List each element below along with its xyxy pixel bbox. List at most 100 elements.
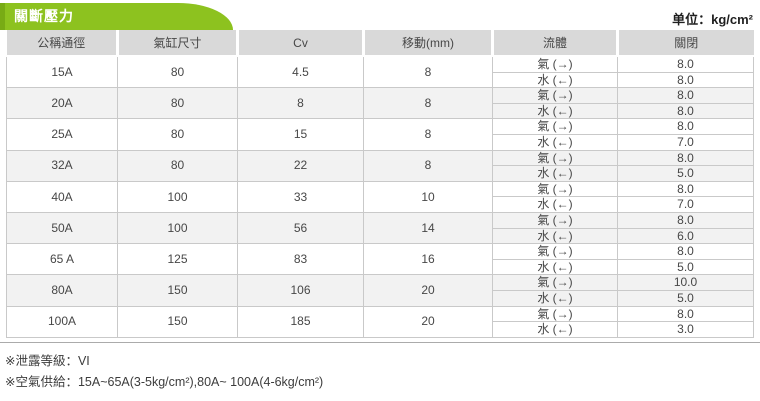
column-header-cylinder-size: 氣缸尺寸: [116, 30, 238, 57]
nominal-diameter-cell: 80A: [6, 274, 118, 307]
close-gas-cell: 8.0: [617, 149, 754, 167]
table-subrow: 水 (←) 8.0: [7, 71, 754, 89]
fluid-water-cell: 水 (←): [492, 289, 618, 307]
close-water-cell: 5.0: [617, 165, 754, 182]
column-header-nominal-diameter: 公稱通徑: [6, 30, 118, 57]
table-subrow: 水 (←) 7.0: [7, 196, 754, 213]
column-header-cv: Cv: [236, 30, 364, 57]
fluid-water-cell: 水 (←): [492, 196, 618, 213]
footnote-air-supply: ※空氣供給：15A~65A(3-5kg/cm²),80A~ 100A(4-6kg…: [5, 375, 324, 389]
nominal-diameter-cell: 50A: [6, 211, 118, 245]
close-water-cell: 7.0: [617, 133, 754, 151]
close-water-cell: 5.0: [617, 289, 754, 307]
cylinder-size-cell: 150: [117, 274, 238, 307]
table-header: 公稱通徑 氣缸尺寸 Cv 移動(mm) 流體 關閉: [6, 30, 754, 57]
table-subrow: 水 (←) 6.0: [7, 227, 754, 245]
cylinder-size-cell: 80: [117, 55, 238, 89]
fluid-water-cell: 水 (←): [492, 321, 618, 338]
fluid-gas-cell: 氣 (→): [492, 87, 618, 104]
column-header-travel: 移動(mm): [362, 30, 493, 57]
close-gas-cell: 8.0: [617, 305, 754, 323]
cv-cell: 83: [237, 243, 364, 276]
fluid-water-cell: 水 (←): [492, 71, 618, 89]
table-row: 32A 80 22 8 氣 (→) 8.0: [6, 149, 754, 182]
close-gas-cell: 8.0: [617, 180, 754, 198]
travel-cell: 8: [363, 55, 493, 89]
close-gas-cell: 8.0: [617, 211, 754, 229]
cylinder-size-cell: 80: [117, 149, 238, 182]
table-row: 50A 100 56 14 氣 (→) 8.0: [6, 211, 754, 245]
table-row: 20A 80 8 8 氣 (→) 8.0: [6, 87, 754, 120]
fluid-gas-cell: 氣 (→): [492, 180, 618, 198]
close-gas-cell: 10.0: [617, 274, 754, 291]
close-water-cell: 8.0: [617, 71, 754, 89]
travel-cell: 8: [363, 87, 493, 120]
fluid-gas-cell: 氣 (→): [492, 55, 618, 73]
fluid-water-cell: 水 (←): [492, 102, 618, 120]
table-row: 65 A 125 83 16 氣 (→) 8.0: [6, 243, 754, 276]
footnote-leakage-class: ※泄露等級：VI: [5, 354, 90, 368]
close-water-cell: 8.0: [617, 102, 754, 120]
table-row: 40A 100 33 10 氣 (→) 8.0: [6, 180, 754, 213]
unit-label: 单位：kg/cm²: [672, 12, 753, 27]
fluid-gas-cell: 氣 (→): [492, 149, 618, 167]
section-title: 關斷壓力: [14, 8, 74, 24]
cylinder-size-cell: 100: [117, 180, 238, 213]
fluid-water-cell: 水 (←): [492, 133, 618, 151]
table-row: 100A 150 185 20 氣 (→) 8.0: [6, 305, 754, 338]
cylinder-size-cell: 100: [117, 211, 238, 245]
travel-cell: 10: [363, 180, 493, 213]
nominal-diameter-cell: 15A: [6, 55, 118, 89]
column-header-close: 關閉: [616, 30, 754, 57]
fluid-gas-cell: 氣 (→): [492, 118, 618, 135]
fluid-gas-cell: 氣 (→): [492, 274, 618, 291]
travel-cell: 20: [363, 274, 493, 307]
fluid-water-cell: 水 (←): [492, 165, 618, 182]
travel-cell: 16: [363, 243, 493, 276]
nominal-diameter-cell: 100A: [6, 305, 118, 338]
cv-cell: 106: [237, 274, 364, 307]
table-subrow: 水 (←) 5.0: [7, 258, 754, 276]
cv-cell: 4.5: [237, 55, 364, 89]
cylinder-size-cell: 80: [117, 87, 238, 120]
table-body: 15A 80 4.5 8 氣 (→) 8.0 水 (←) 8.0 20A 80 8 8 氣 (→) 8.0…: [6, 55, 754, 338]
cylinder-size-cell: 80: [117, 118, 238, 151]
fluid-gas-cell: 氣 (→): [492, 243, 618, 260]
close-gas-cell: 8.0: [617, 87, 754, 104]
cv-cell: 22: [237, 149, 364, 182]
fluid-gas-cell: 氣 (→): [492, 211, 618, 229]
table-subrow: 水 (←) 8.0: [7, 102, 754, 120]
nominal-diameter-cell: 20A: [6, 87, 118, 120]
table-row: 25A 80 15 8 氣 (→) 8.0: [6, 118, 754, 151]
table-header-row: 公稱通徑 氣缸尺寸 Cv 移動(mm) 流體 關閉: [6, 30, 754, 57]
travel-cell: 20: [363, 305, 493, 338]
footnotes: ※泄露等級：VI ※空氣供給：15A~65A(3-5kg/cm²),80A~ 1…: [5, 351, 323, 393]
nominal-diameter-cell: 32A: [6, 149, 118, 182]
cylinder-size-cell: 125: [117, 243, 238, 276]
cv-cell: 33: [237, 180, 364, 213]
table-bottom-rule: [0, 342, 760, 343]
close-gas-cell: 8.0: [617, 118, 754, 135]
column-header-fluid: 流體: [491, 30, 618, 57]
nominal-diameter-cell: 25A: [6, 118, 118, 151]
travel-cell: 8: [363, 118, 493, 151]
close-water-cell: 7.0: [617, 196, 754, 213]
table-row: 15A 80 4.5 8 氣 (→) 8.0: [6, 55, 754, 89]
table-subrow: 水 (←) 7.0: [7, 133, 754, 151]
table-subrow: 水 (←) 3.0: [7, 321, 754, 338]
close-gas-cell: 8.0: [617, 243, 754, 260]
close-water-cell: 3.0: [617, 321, 754, 338]
close-water-cell: 5.0: [617, 258, 754, 276]
table-row: 80A 150 106 20 氣 (→) 10.0: [6, 274, 754, 307]
cylinder-size-cell: 150: [117, 305, 238, 338]
close-water-cell: 6.0: [617, 227, 754, 245]
nominal-diameter-cell: 40A: [6, 180, 118, 213]
close-gas-cell: 8.0: [617, 55, 754, 73]
nominal-diameter-cell: 65 A: [6, 243, 118, 276]
table-subrow: 水 (←) 5.0: [7, 289, 754, 307]
fluid-gas-cell: 氣 (→): [492, 305, 618, 323]
fluid-water-cell: 水 (←): [492, 258, 618, 276]
shutoff-pressure-table: 公稱通徑 氣缸尺寸 Cv 移動(mm) 流體 關閉 15A 80 4.5 8 氣 (→)…: [6, 30, 754, 338]
travel-cell: 8: [363, 149, 493, 182]
travel-cell: 14: [363, 211, 493, 245]
